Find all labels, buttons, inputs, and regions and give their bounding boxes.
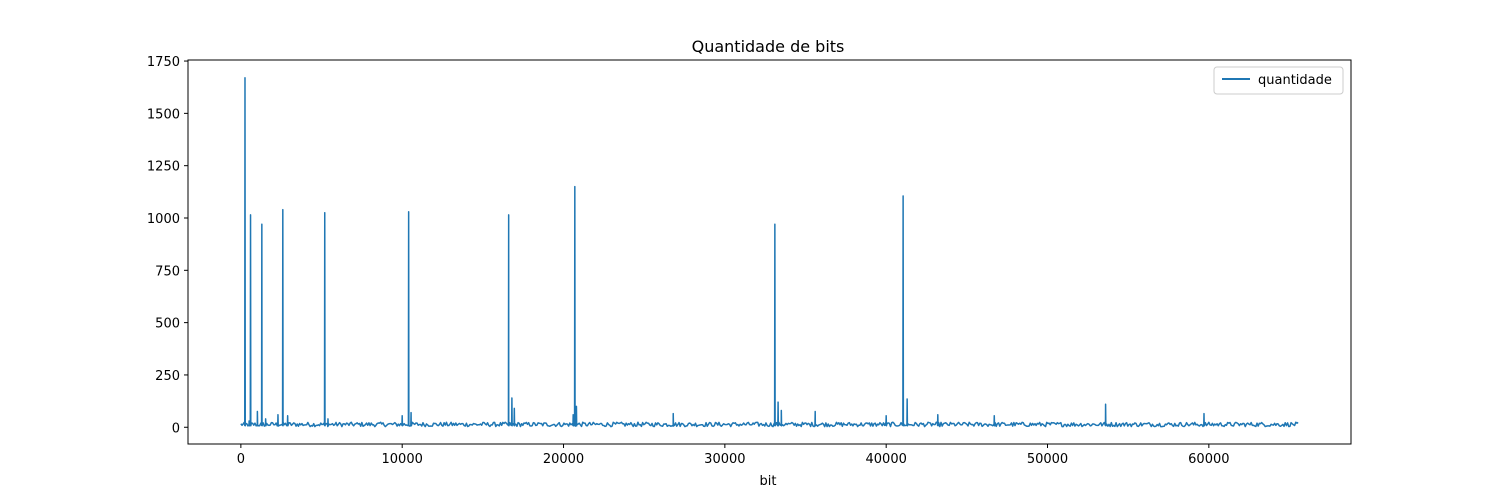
x-tick-label-6: 60000 — [1188, 452, 1229, 467]
x-tick-label-1: 10000 — [382, 452, 423, 467]
x-tick-label-2: 20000 — [543, 452, 584, 467]
series-group — [240, 77, 1299, 428]
y-axis: 0 250 500 750 1000 1250 1500 1750 — [147, 55, 188, 436]
y-tick-label-3: 750 — [155, 264, 180, 279]
x-tick-label-3: 30000 — [704, 452, 745, 467]
y-tick-label-4: 1000 — [147, 212, 180, 227]
plot-area — [187, 59, 1352, 445]
legend: quantidade — [1213, 66, 1344, 95]
y-tick-label-5: 1250 — [147, 160, 180, 175]
axes-frame — [187, 59, 1352, 445]
x-tick-label-4: 40000 — [866, 452, 907, 467]
chart-title: Quantidade de bits — [692, 37, 845, 56]
y-tick-label-6: 1500 — [147, 107, 180, 122]
legend-label-quantidade: quantidade — [1258, 73, 1332, 88]
x-axis: 0 10000 20000 30000 40000 50000 60000 — [237, 444, 1230, 467]
y-tick-label-7: 1750 — [147, 55, 180, 70]
series-line-quantidade — [240, 77, 1299, 428]
y-tick-label-0: 0 — [172, 421, 180, 436]
x-tick-label-5: 50000 — [1027, 452, 1068, 467]
axes-background — [188, 60, 1351, 444]
x-axis-label: bit — [760, 474, 777, 489]
x-tick-label-0: 0 — [237, 452, 245, 467]
y-tick-label-2: 500 — [155, 317, 180, 332]
legend-box — [1213, 66, 1344, 95]
y-tick-label-1: 250 — [155, 369, 180, 384]
